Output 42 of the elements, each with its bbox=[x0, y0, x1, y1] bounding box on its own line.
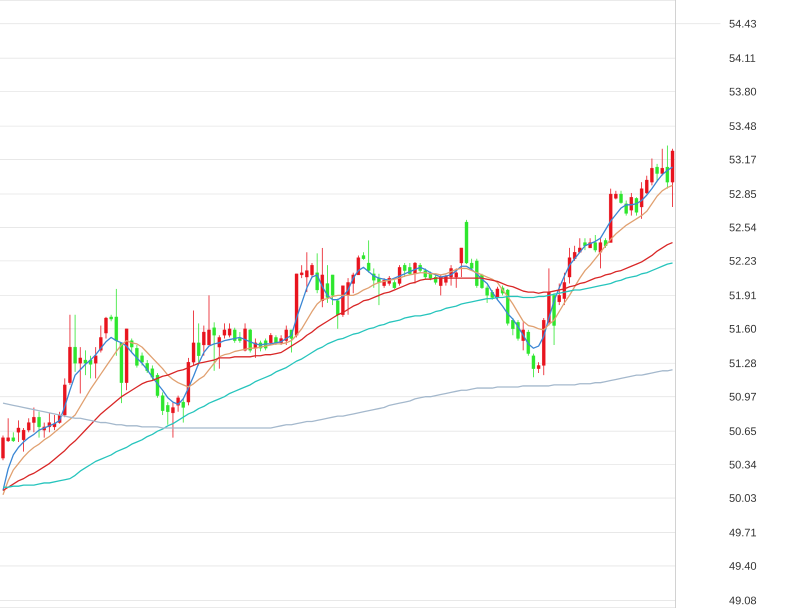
candlestick bbox=[460, 248, 464, 278]
candlestick bbox=[630, 192, 634, 216]
candlestick bbox=[594, 234, 597, 253]
candlestick bbox=[197, 323, 200, 366]
y-tick-label: 49.08 bbox=[729, 596, 756, 604]
candlestick bbox=[78, 346, 82, 394]
y-tick-label: 54.11 bbox=[729, 54, 756, 62]
candlestick bbox=[532, 353, 536, 378]
candlestick bbox=[104, 316, 108, 339]
candlestick bbox=[12, 432, 15, 442]
candlestick bbox=[37, 411, 41, 438]
y-tick-label: 51.28 bbox=[729, 359, 756, 368]
y-tick-label: 52.54 bbox=[729, 224, 756, 232]
candlestick bbox=[73, 314, 77, 372]
y-tick-label: 52.23 bbox=[729, 256, 756, 265]
candlestick bbox=[496, 286, 500, 300]
candlestick bbox=[666, 145, 670, 190]
y-tick-label: 50.34 bbox=[729, 460, 756, 469]
candlestick bbox=[171, 402, 175, 438]
candlestick bbox=[634, 196, 638, 216]
y-tick-label: 50.03 bbox=[729, 494, 756, 502]
y-tick-label: 53.17 bbox=[729, 156, 756, 164]
candlestick bbox=[336, 298, 340, 330]
y-tick-label: 51.91 bbox=[729, 291, 756, 300]
y-tick-label: 53.80 bbox=[729, 88, 756, 96]
y-tick-label: 49.40 bbox=[729, 562, 756, 570]
y-tick-label: 50.65 bbox=[729, 427, 756, 436]
y-tick-label: 52.85 bbox=[729, 190, 756, 198]
y-tick-label: 50.97 bbox=[729, 392, 756, 401]
y-tick-label: 54.43 bbox=[729, 20, 756, 28]
candlestick bbox=[619, 190, 623, 204]
y-tick-label: 53.48 bbox=[729, 122, 756, 130]
candlestick bbox=[243, 323, 247, 352]
candlestick bbox=[94, 346, 98, 379]
y-tick-label: 49.71 bbox=[729, 528, 756, 536]
candlestick bbox=[598, 238, 602, 269]
candlestick bbox=[655, 163, 659, 183]
candlestick bbox=[212, 322, 216, 372]
candlestick bbox=[366, 240, 370, 274]
candlestick bbox=[182, 397, 185, 423]
y-tick-label: 51.60 bbox=[729, 324, 756, 333]
candlestick bbox=[99, 325, 103, 353]
